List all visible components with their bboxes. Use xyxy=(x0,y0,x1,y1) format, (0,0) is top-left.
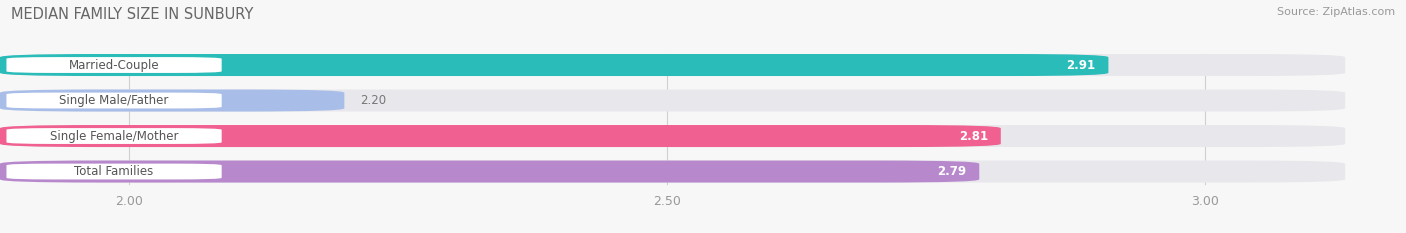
Text: MEDIAN FAMILY SIZE IN SUNBURY: MEDIAN FAMILY SIZE IN SUNBURY xyxy=(11,7,253,22)
Text: 2.79: 2.79 xyxy=(938,165,966,178)
Text: 2.91: 2.91 xyxy=(1066,58,1095,72)
Text: 2.20: 2.20 xyxy=(360,94,387,107)
Text: Married-Couple: Married-Couple xyxy=(69,58,159,72)
FancyBboxPatch shape xyxy=(7,164,222,179)
FancyBboxPatch shape xyxy=(0,54,1108,76)
FancyBboxPatch shape xyxy=(7,128,222,144)
FancyBboxPatch shape xyxy=(0,54,1346,76)
Text: Source: ZipAtlas.com: Source: ZipAtlas.com xyxy=(1277,7,1395,17)
FancyBboxPatch shape xyxy=(0,89,344,112)
FancyBboxPatch shape xyxy=(0,125,1346,147)
FancyBboxPatch shape xyxy=(7,93,222,108)
Text: Single Female/Mother: Single Female/Mother xyxy=(49,130,179,143)
FancyBboxPatch shape xyxy=(0,161,979,182)
FancyBboxPatch shape xyxy=(0,125,1001,147)
Text: Total Families: Total Families xyxy=(75,165,153,178)
FancyBboxPatch shape xyxy=(7,57,222,73)
Text: 2.81: 2.81 xyxy=(959,130,988,143)
Text: Single Male/Father: Single Male/Father xyxy=(59,94,169,107)
FancyBboxPatch shape xyxy=(0,161,1346,182)
FancyBboxPatch shape xyxy=(0,89,1346,112)
